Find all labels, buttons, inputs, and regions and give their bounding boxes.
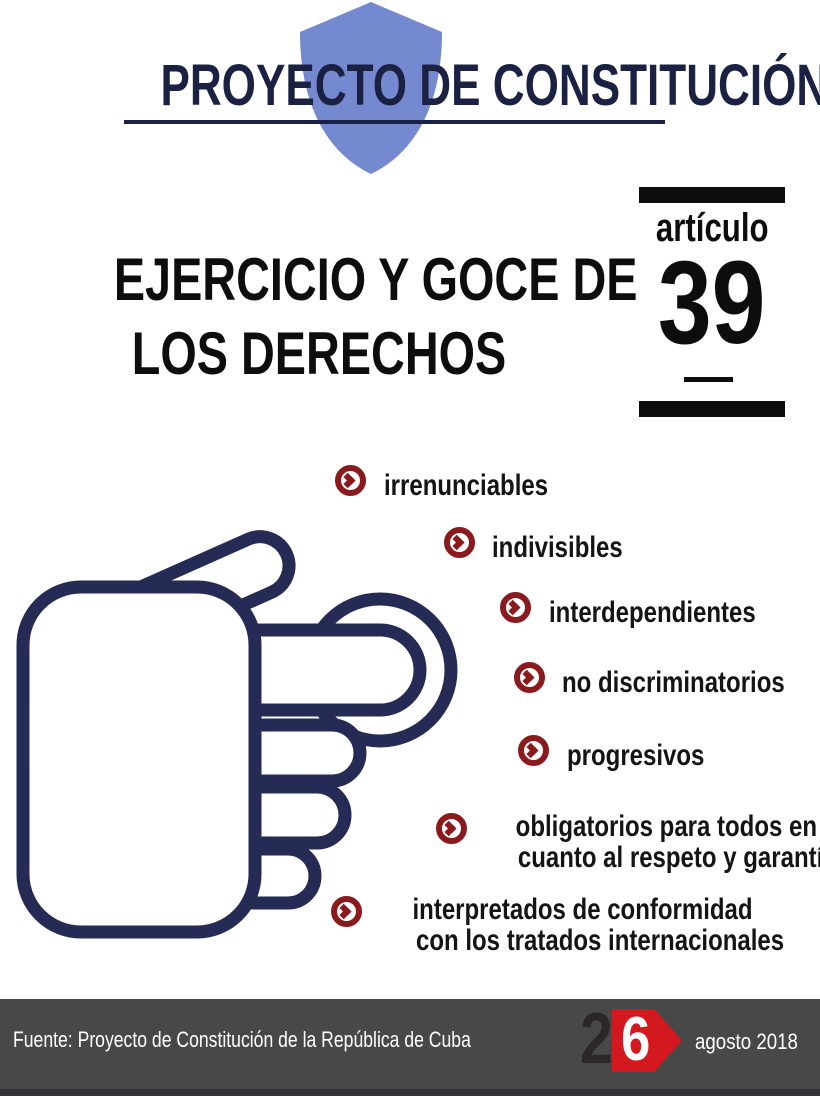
list-item: progresivos: [567, 739, 705, 772]
list-item: obligatorios para todos en cuanto al res…: [515, 810, 820, 874]
source-text: Fuente: Proyecto de Constitución de la R…: [13, 1027, 471, 1052]
chevron-circle-icon: [335, 465, 366, 496]
date-text: agosto 2018: [695, 1029, 798, 1054]
chevron-right-icon: [448, 534, 465, 551]
chevron-right-icon: [518, 669, 535, 686]
article-number-underline: [684, 377, 733, 382]
footer-bar: Fuente: Proyecto de Constitución de la R…: [0, 999, 820, 1089]
article-label: artículo: [655, 206, 769, 250]
chevron-circle-icon: [436, 813, 467, 844]
chevron-right-icon: [504, 599, 521, 616]
list-item: no discriminatorios: [562, 666, 785, 699]
chevron-right-icon: [335, 903, 352, 920]
logo-26-icon: 2 6: [580, 1003, 685, 1075]
chevron-circle-icon: [514, 662, 545, 693]
chevron-circle-icon: [518, 735, 549, 766]
chevron-circle-icon: [444, 527, 475, 558]
chevron-right-icon: [522, 742, 539, 759]
logo-digit-6: 6: [621, 1005, 651, 1074]
logo-red-arrow: 6: [612, 1009, 682, 1072]
chevron-circle-icon: [331, 896, 362, 927]
palm: [16, 580, 262, 939]
bottom-strip: [0, 1089, 820, 1096]
chevron-right-icon: [440, 820, 457, 837]
main-heading-line2: LOS DERECHOS: [131, 320, 507, 387]
article-top-bar: [639, 187, 785, 203]
title-underline: [124, 120, 665, 124]
logo-digit-2: 2: [580, 999, 613, 1079]
shield-icon: [300, 2, 442, 174]
list-item: irrenunciables: [384, 469, 549, 502]
chevron-circle-icon: [500, 592, 531, 623]
article-number: 39: [658, 237, 766, 369]
chevron-right-icon: [339, 472, 356, 489]
main-heading: EJERCICIO Y GOCE DE LOS DERECHOS: [40, 243, 638, 391]
article-bottom-bar: [639, 401, 785, 417]
list-item: indivisibles: [492, 531, 623, 564]
page-title: PROYECTO DE CONSTITUCIÓN: [160, 53, 820, 118]
list-item: interpretados de conformidad con los tra…: [412, 893, 785, 957]
pointing-hand-icon: [16, 530, 458, 939]
list-item: interdependientes: [549, 596, 756, 629]
main-heading-line1: EJERCICIO Y GOCE DE: [113, 246, 638, 313]
